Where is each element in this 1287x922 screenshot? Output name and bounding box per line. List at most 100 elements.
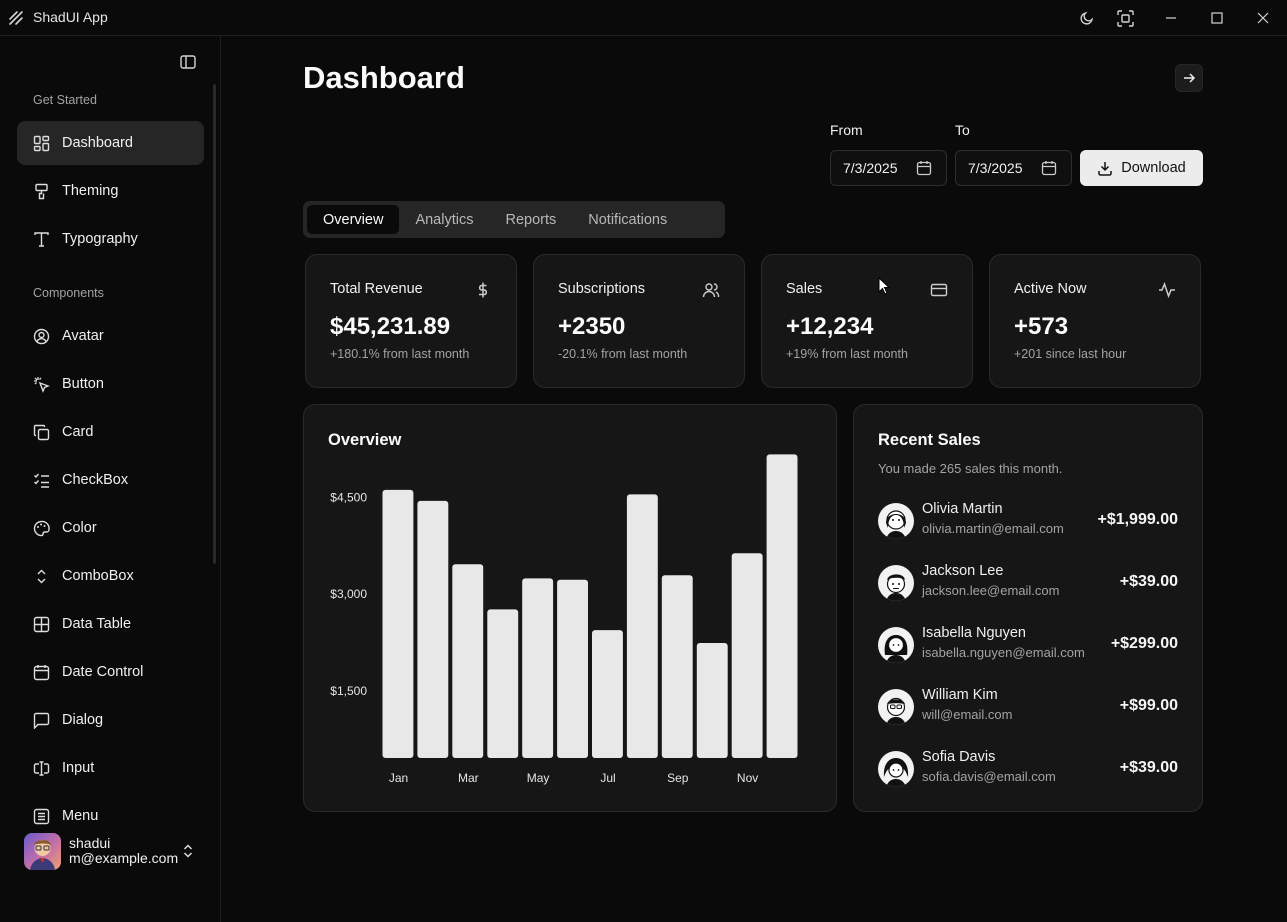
section-label-get-started: Get Started: [33, 93, 97, 107]
sidebar-item-dialog[interactable]: Dialog: [17, 698, 204, 742]
sidebar-item-avatar[interactable]: Avatar: [17, 314, 204, 358]
chart-bar-jun[interactable]: [557, 579, 588, 758]
sidebar-item-label: Button: [62, 376, 104, 392]
page-title: Dashboard: [303, 60, 465, 95]
calendar-icon[interactable]: [1041, 160, 1057, 176]
sidebar-item-label: Card: [62, 424, 94, 440]
chevrons-up-down-icon: [183, 844, 193, 858]
overview-chart-card: Overview $1,500 $3,000 $4,500 Jan Mar May Jul S…: [303, 404, 837, 812]
stat-subtext: +180.1% from last month: [330, 347, 470, 361]
chart-bar-nov[interactable]: [731, 553, 763, 758]
sale-row: Isabella Nguyen isabella.nguyen@email.co…: [878, 625, 1178, 665]
tab-list: Overview Analytics Reports Notifications: [303, 201, 725, 238]
moon-icon[interactable]: [1078, 9, 1096, 27]
sidebar-item-menu[interactable]: Menu: [17, 794, 204, 838]
from-date-input[interactable]: 7/3/2025: [830, 150, 947, 186]
arrow-right-icon: [1184, 73, 1196, 83]
chart-bar-jul[interactable]: [592, 630, 623, 758]
chart-bar-jan[interactable]: [382, 489, 414, 758]
list-checks-icon: [33, 472, 50, 489]
users-icon: [702, 283, 720, 298]
sale-name: Olivia Martin: [922, 501, 1003, 517]
sidebar-item-dashboard[interactable]: Dashboard: [17, 121, 204, 165]
chart-bar-may[interactable]: [522, 578, 554, 758]
tab-overview[interactable]: Overview: [307, 205, 400, 234]
avatar: [878, 503, 914, 539]
tab-reports[interactable]: Reports: [505, 211, 557, 228]
sale-amount: +$39.00: [1119, 759, 1178, 776]
layout-dashboard-icon: [33, 135, 50, 152]
sale-amount: +$39.00: [1119, 573, 1178, 590]
credit-card-icon: [930, 283, 948, 297]
sidebar-item-label: Date Control: [62, 664, 144, 680]
stat-subtext: +201 since last hour: [1014, 347, 1127, 361]
sidebar-item-button[interactable]: Button: [17, 362, 204, 406]
maximize-icon[interactable]: [1208, 9, 1226, 27]
chart-bar-sep[interactable]: [661, 575, 693, 758]
sidebar-scrollbar[interactable]: [213, 84, 216, 564]
from-label: From: [830, 122, 863, 138]
chart-bar-mar[interactable]: [452, 564, 484, 758]
avatar: [878, 751, 914, 787]
sidebar-item-combobox[interactable]: ComboBox: [17, 554, 204, 598]
mouse-cursor-icon: [878, 277, 890, 295]
to-label: To: [955, 122, 970, 138]
title-bar: ShadUI App: [0, 0, 1287, 36]
sidebar-toggle-icon[interactable]: [179, 53, 197, 71]
overview-bar-chart: $1,500 $3,000 $4,500 Jan Mar May Jul Sep Nov: [330, 454, 798, 785]
sidebar-item-label: Typography: [62, 231, 138, 247]
x-tick-label: Mar: [458, 771, 479, 785]
chart-bar-dec[interactable]: [766, 454, 798, 758]
to-date-input[interactable]: 7/3/2025: [955, 150, 1072, 186]
sidebar-item-input[interactable]: Input: [17, 746, 204, 790]
sidebar-item-card[interactable]: Card: [17, 410, 204, 454]
x-tick-label: May: [527, 771, 550, 785]
sale-email: isabella.nguyen@email.com: [922, 645, 1085, 660]
avatar: [878, 627, 914, 663]
sidebar-item-label: Color: [62, 520, 97, 536]
sidebar-item-label: CheckBox: [62, 472, 129, 488]
chart-bar-aug[interactable]: [626, 494, 658, 758]
x-tick-label: Jul: [600, 771, 615, 785]
calendar-icon[interactable]: [916, 160, 932, 176]
sidebar-item-date-control[interactable]: Date Control: [17, 650, 204, 694]
stat-value: +12,234: [786, 313, 874, 340]
tab-analytics[interactable]: Analytics: [415, 211, 474, 228]
close-icon[interactable]: [1254, 9, 1272, 27]
sidebar-item-color[interactable]: Color: [17, 506, 204, 550]
sidebar-item-typography[interactable]: Typography: [17, 217, 204, 261]
pointer-click-icon: [33, 376, 50, 393]
user-circle-icon: [33, 328, 50, 345]
screenshot-icon[interactable]: [1116, 9, 1134, 27]
stat-value: +573: [1014, 313, 1069, 340]
sale-row: William Kim will@email.com +$99.00: [878, 687, 1178, 727]
sidebar-item-label: Dialog: [62, 712, 104, 728]
paint-roller-icon: [33, 183, 50, 200]
user-email: m@example.com: [69, 850, 179, 866]
next-button[interactable]: [1175, 64, 1203, 92]
tab-notifications[interactable]: Notifications: [588, 211, 668, 228]
sidebar-item-label: Input: [62, 760, 95, 776]
sale-amount: +$99.00: [1119, 697, 1178, 714]
sidebar-item-checkbox[interactable]: CheckBox: [17, 458, 204, 502]
sidebar-item-theming[interactable]: Theming: [17, 169, 204, 213]
user-menu[interactable]: shadui m@example.com: [24, 831, 204, 871]
app-title: ShadUI App: [33, 9, 108, 25]
overview-title: Overview: [328, 431, 402, 449]
stat-title: Total Revenue: [330, 281, 423, 297]
message-square-icon: [33, 712, 50, 729]
chart-bar-apr[interactable]: [487, 609, 519, 758]
calendar-icon: [33, 664, 50, 681]
download-label: Download: [1121, 160, 1186, 176]
sidebar-item-data-table[interactable]: Data Table: [17, 602, 204, 646]
download-button[interactable]: Download: [1080, 150, 1203, 186]
recent-sales-subtitle: You made 265 sales this month.: [878, 461, 1063, 476]
y-tick-label: $4,500: [330, 490, 367, 504]
chart-bar-feb[interactable]: [417, 500, 449, 758]
sidebar-item-label: Menu: [62, 808, 99, 824]
y-tick-label: $3,000: [330, 587, 367, 601]
chart-bar-oct[interactable]: [696, 643, 728, 758]
sale-amount: +$1,999.00: [1097, 511, 1178, 528]
dollar-icon: [479, 282, 487, 298]
minimize-icon[interactable]: [1162, 9, 1180, 27]
